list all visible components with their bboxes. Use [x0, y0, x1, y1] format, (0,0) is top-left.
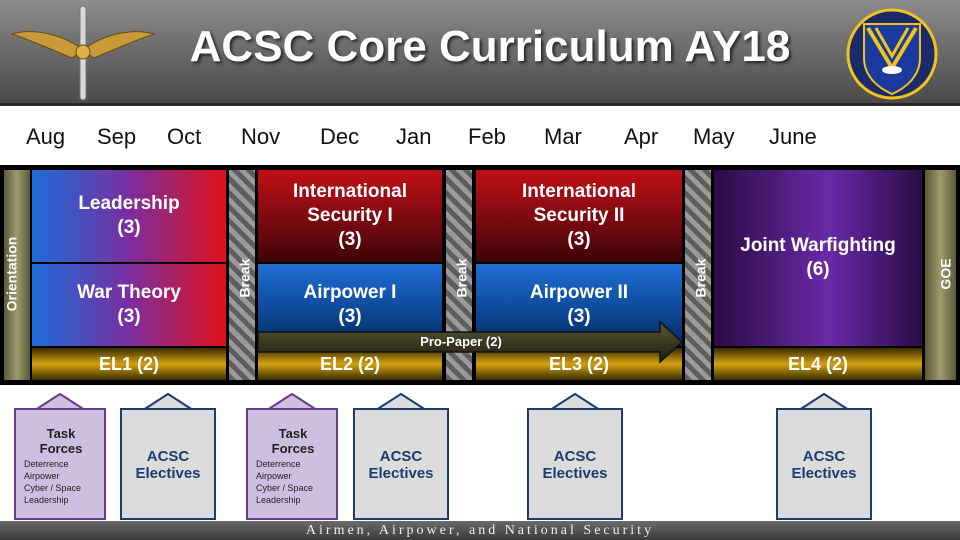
- task-force-item: Airpower: [24, 471, 60, 481]
- callout-pointer: [263, 392, 321, 413]
- task-force-item: Cyber / Space: [24, 483, 82, 493]
- month-label: Feb: [468, 124, 506, 149]
- is1-credits: (3): [338, 229, 362, 250]
- month-label: Nov: [241, 124, 281, 149]
- task-forces-title-1: Task: [278, 426, 308, 441]
- is2-credits: (3): [567, 229, 591, 250]
- header-bar: [0, 0, 960, 106]
- break-block-3: Break: [685, 170, 711, 380]
- month-label: May: [693, 124, 735, 149]
- orientation-block: Orientation: [3, 170, 30, 380]
- page-title: ACSC Core Curriculum AY18: [189, 22, 791, 71]
- break-label: Break: [236, 258, 253, 298]
- ap2-credits: (3): [567, 306, 591, 327]
- electives-callout-4: ACSC Electives: [776, 392, 872, 520]
- task-force-item: Deterrence: [24, 459, 69, 469]
- task-forces-title-2: Forces: [271, 441, 315, 456]
- is1-name-line2: Security I: [307, 205, 393, 226]
- month-label: Jan: [396, 124, 432, 149]
- pro-paper-label: Pro-Paper (2): [420, 334, 502, 349]
- break-label: Break: [453, 258, 470, 298]
- month-label: Sep: [97, 124, 137, 149]
- war-theory-name: War Theory: [77, 282, 181, 303]
- task-forces-callout: Task Forces Deterrence Airpower Cyber / …: [246, 392, 338, 520]
- wings-propeller-icon: [8, 4, 158, 102]
- month-label: Oct: [167, 124, 202, 149]
- acsc-shield-seal-icon: [846, 8, 938, 100]
- task-forces-title-2: Forces: [39, 441, 83, 456]
- task-force-item: Cyber / Space: [256, 483, 314, 493]
- electives-line2: Electives: [135, 465, 201, 482]
- task-force-item: Leadership: [24, 495, 69, 505]
- task-force-item: Leadership: [256, 495, 301, 505]
- electives-callout-2: ACSC Electives: [353, 392, 449, 520]
- task-force-item: Airpower: [256, 471, 292, 481]
- el2-bar: EL2 (2): [258, 348, 442, 380]
- month-label: June: [769, 124, 817, 149]
- callout-pointer: [546, 392, 604, 413]
- electives-line1: ACSC: [802, 448, 846, 465]
- goe-label: GOE: [937, 258, 954, 290]
- is1-name-line1: International: [292, 181, 407, 202]
- electives-line2: Electives: [542, 465, 608, 482]
- task-force-item: Deterrence: [256, 459, 301, 469]
- leadership-name: Leadership: [78, 193, 180, 214]
- joint-warfighting-block: Joint Warfighting (6): [714, 170, 922, 346]
- is2-name-line2: Security II: [533, 205, 625, 226]
- el4-bar: EL4 (2): [714, 348, 922, 380]
- electives-line1: ACSC: [553, 448, 597, 465]
- footer-tagline: Airmen, Airpower, and National Security: [0, 521, 960, 540]
- electives-line2: Electives: [791, 465, 857, 482]
- callout-pointer: [31, 392, 89, 413]
- electives-line2: Electives: [368, 465, 434, 482]
- ap1-name: Airpower I: [303, 282, 397, 303]
- callout-pointer: [372, 392, 430, 413]
- joint-name: Joint Warfighting: [740, 235, 896, 256]
- month-label: Aug: [26, 124, 66, 149]
- leadership-block: Leadership (3): [32, 170, 226, 262]
- joint-credits: (6): [806, 259, 830, 280]
- orientation-label: Orientation: [3, 236, 20, 312]
- break-block-1: Break: [229, 170, 255, 380]
- task-forces-title-1: Task: [46, 426, 76, 441]
- task-forces-callout: Task Forces Deterrence Airpower Cyber / …: [14, 392, 106, 520]
- pro-paper-arrow: [256, 320, 684, 364]
- electives-callout-3: ACSC Electives: [527, 392, 623, 520]
- callout-pointer: [139, 392, 197, 413]
- goe-block: GOE: [925, 170, 956, 380]
- electives-line1: ACSC: [379, 448, 423, 465]
- war-theory-block: War Theory (3): [32, 264, 226, 346]
- ap2-name: Airpower II: [529, 282, 629, 303]
- el3-bar: EL3 (2): [476, 348, 682, 380]
- el1-bar: EL1 (2): [32, 348, 226, 380]
- month-label: Apr: [624, 124, 659, 149]
- break-label: Break: [692, 258, 709, 298]
- ap1-credits: (3): [338, 306, 362, 327]
- callout-pointer: [795, 392, 853, 413]
- month-label: Mar: [544, 124, 582, 149]
- leadership-credits: (3): [117, 217, 141, 238]
- international-security-2-block: International Security II (3): [476, 170, 682, 262]
- is2-name-line1: International: [521, 181, 636, 202]
- electives-line1: ACSC: [146, 448, 190, 465]
- international-security-1-block: International Security I (3): [258, 170, 442, 262]
- electives-callout-1: ACSC Electives: [120, 392, 216, 520]
- war-theory-credits: (3): [117, 306, 141, 327]
- month-label: Dec: [320, 124, 360, 149]
